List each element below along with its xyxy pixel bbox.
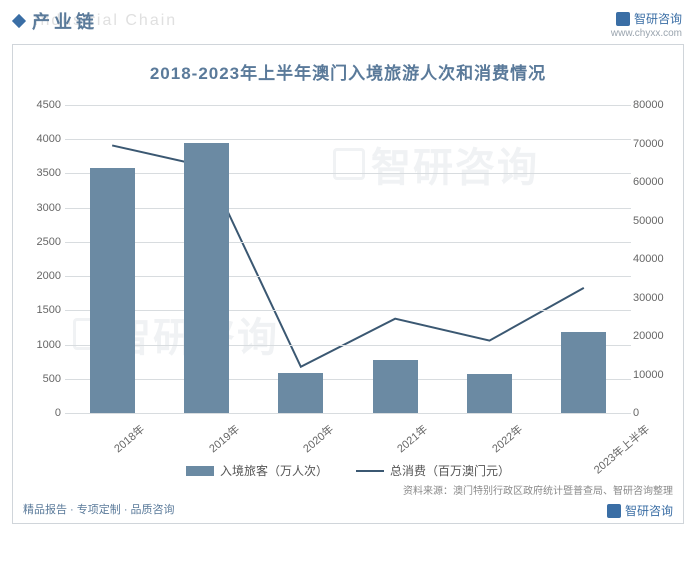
diamond-bullet-icon: [12, 14, 26, 28]
gridline: [65, 379, 631, 380]
y-left-tick-label: 1500: [23, 304, 61, 316]
gridline: [65, 105, 631, 106]
legend-line-swatch-icon: [356, 470, 384, 472]
y-left-tick-label: 2000: [23, 270, 61, 282]
brand-logo-icon-bottom: [607, 504, 621, 518]
brand-top: 智研咨询: [616, 10, 682, 27]
legend-item-line: 总消费（百万澳门元）: [356, 462, 510, 479]
y-right-tick-label: 50000: [633, 215, 675, 227]
y-right-tick-label: 80000: [633, 99, 675, 111]
gridline: [65, 413, 631, 414]
bar: [373, 360, 418, 413]
legend-item-bar: 入境旅客（万人次）: [186, 462, 328, 479]
chart-container: 智研咨询 智研咨询 2018-2023年上半年澳门入境旅游人次和消费情况 入境旅…: [12, 44, 684, 524]
brand-bottom: 智研咨询: [607, 502, 673, 519]
bar: [184, 143, 229, 413]
bar: [561, 332, 606, 413]
y-left-tick-label: 1000: [23, 339, 61, 351]
brand-name-bottom: 智研咨询: [625, 502, 673, 519]
gridline: [65, 173, 631, 174]
gridline: [65, 139, 631, 140]
line-chart-svg: [65, 105, 631, 413]
y-left-tick-label: 500: [23, 373, 61, 385]
source-text: 资料来源：澳门特别行政区政府统计暨普查局、智研咨询整理: [403, 482, 673, 497]
y-right-tick-label: 0: [633, 407, 675, 419]
bar: [90, 168, 135, 413]
footer-links: 精品报告 · 专项定制 · 品质咨询: [23, 501, 175, 517]
bar: [467, 374, 512, 413]
y-left-tick-label: 3500: [23, 167, 61, 179]
bar: [278, 373, 323, 413]
legend: 入境旅客（万人次） 总消费（百万澳门元）: [13, 462, 683, 479]
chart-title: 2018-2023年上半年澳门入境旅游人次和消费情况: [13, 45, 683, 90]
y-right-tick-label: 10000: [633, 369, 675, 381]
legend-bar-swatch-icon: [186, 466, 214, 476]
section-title: 产业链: [32, 8, 98, 34]
x-tick-label: 2020年: [299, 421, 336, 456]
brand-logo-icon: [616, 12, 630, 26]
gridline: [65, 242, 631, 243]
y-right-tick-label: 40000: [633, 253, 675, 265]
x-tick-label: 2019年: [205, 421, 242, 456]
y-left-tick-label: 2500: [23, 236, 61, 248]
y-left-tick-label: 3000: [23, 202, 61, 214]
gridline: [65, 276, 631, 277]
brand-url-top: www.chyxx.com: [611, 28, 682, 39]
header-bar: 产业链 Industrial Chain 智研咨询 www.chyxx.com: [0, 0, 696, 40]
gridline: [65, 208, 631, 209]
legend-line-label: 总消费（百万澳门元）: [390, 462, 510, 479]
y-left-tick-label: 4500: [23, 99, 61, 111]
x-tick-label: 2022年: [488, 421, 525, 456]
brand-name: 智研咨询: [634, 10, 682, 27]
x-tick-label: 2018年: [110, 421, 147, 456]
y-left-tick-label: 0: [23, 407, 61, 419]
plot-area: [65, 105, 631, 413]
y-right-tick-label: 70000: [633, 138, 675, 150]
y-left-tick-label: 4000: [23, 133, 61, 145]
x-tick-label: 2021年: [393, 421, 430, 456]
legend-bar-label: 入境旅客（万人次）: [220, 462, 328, 479]
gridline: [65, 345, 631, 346]
y-right-tick-label: 20000: [633, 330, 675, 342]
y-right-tick-label: 30000: [633, 292, 675, 304]
gridline: [65, 310, 631, 311]
y-right-tick-label: 60000: [633, 176, 675, 188]
